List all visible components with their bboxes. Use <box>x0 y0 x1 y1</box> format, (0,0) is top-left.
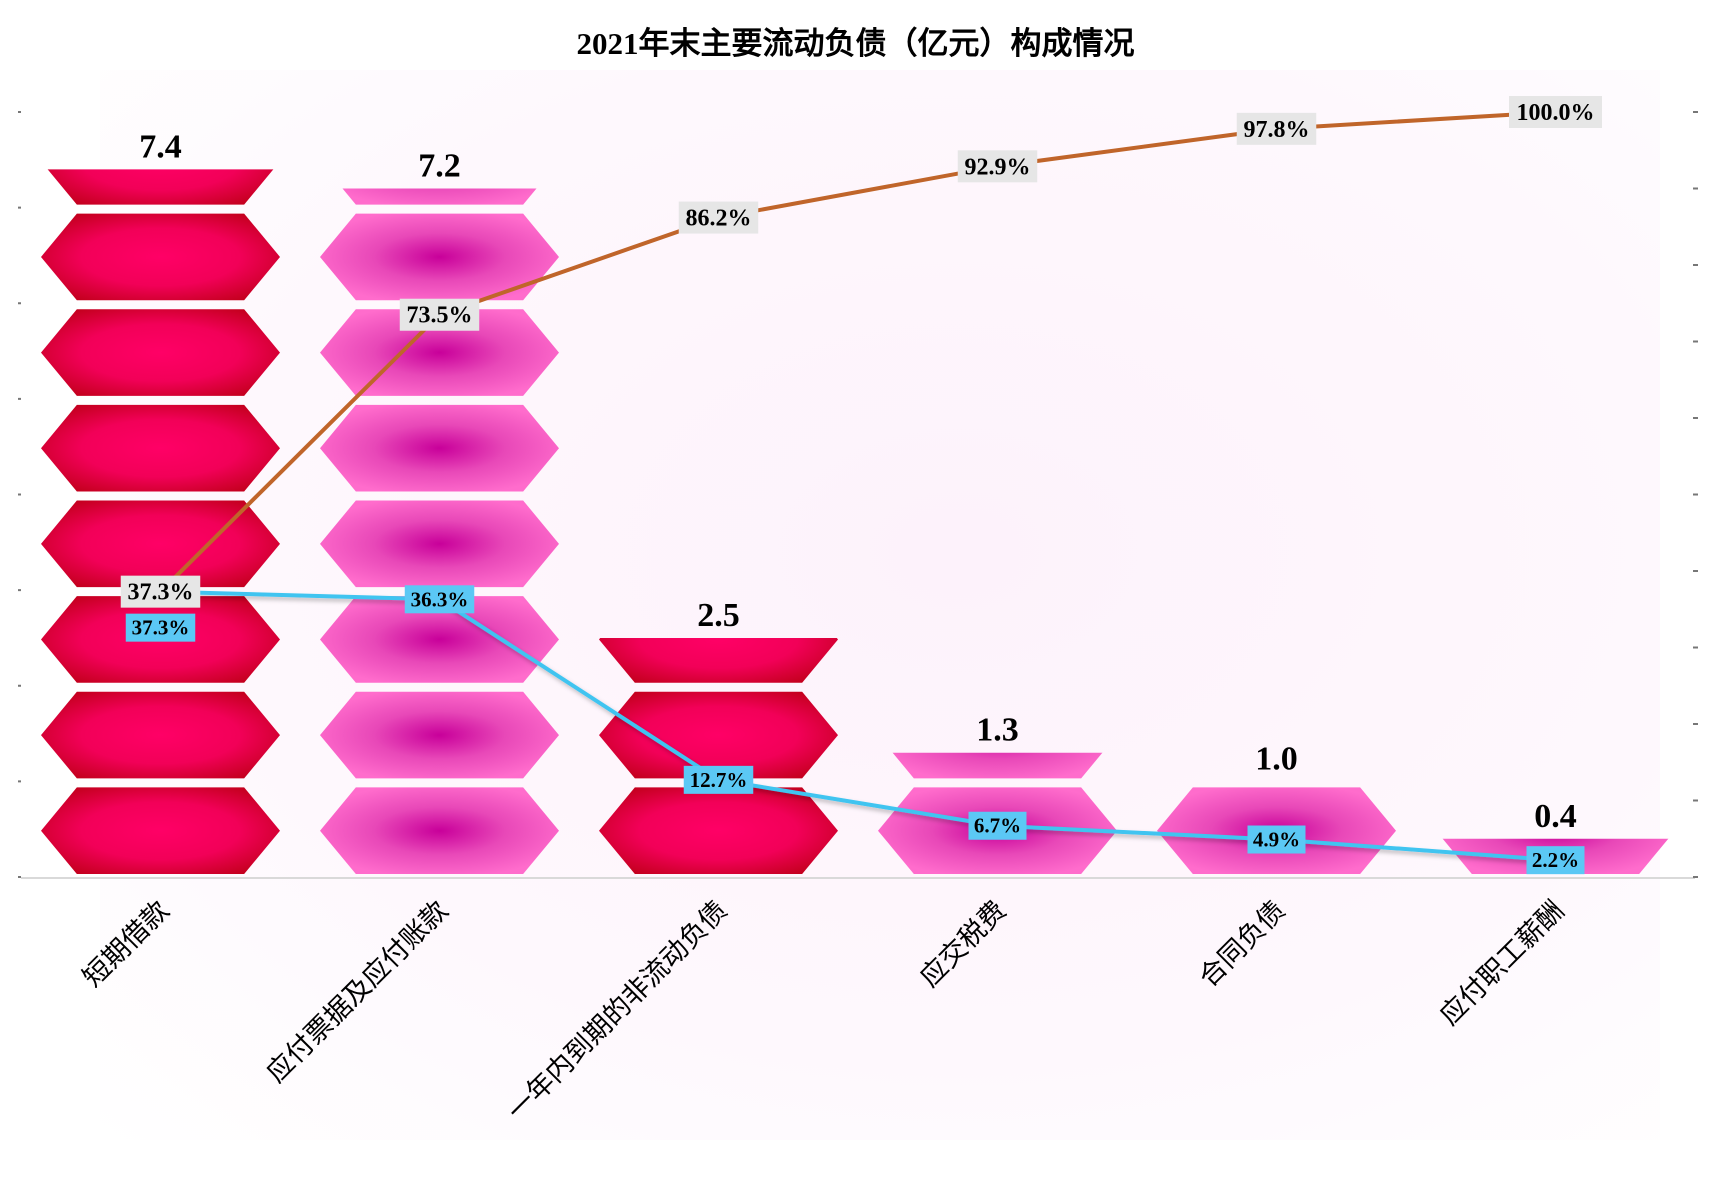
y-axis-tick <box>18 302 21 305</box>
bar-segment <box>320 404 559 492</box>
y2-axis-tick <box>1693 111 1698 113</box>
y-axis-tick <box>18 684 21 687</box>
label-box <box>968 811 1027 840</box>
bar-segment <box>47 169 274 205</box>
y-axis-tick <box>18 876 21 878</box>
bar-segment <box>320 213 559 301</box>
bar-segment <box>41 500 280 588</box>
share-data-label: 37.3% <box>125 613 196 642</box>
cumulative-line <box>159 110 1556 594</box>
label-text: 97.8% <box>1244 117 1310 143</box>
bar-segment <box>320 596 559 683</box>
label-text: 12.7% <box>690 768 748 792</box>
label-text: 73.5% <box>407 303 473 329</box>
y2-axis-tick <box>1693 723 1698 725</box>
label-text: 92.9% <box>965 154 1031 180</box>
y-axis-tick <box>18 397 21 400</box>
label-text: 6.7% <box>974 814 1021 838</box>
bar-segment <box>41 213 280 301</box>
x-tick-label: 应交税费 <box>914 895 1012 993</box>
bar-value-label: 1.3 <box>976 712 1019 749</box>
bar-segment <box>320 787 559 874</box>
bar-segment <box>892 752 1103 779</box>
label-box <box>125 613 196 642</box>
label-box <box>1236 112 1317 145</box>
y2-axis-tick <box>1693 187 1698 190</box>
y-axis-tick <box>18 589 21 592</box>
x-tick-label: 一年内到期的非流动负债 <box>502 895 733 1126</box>
label-box <box>1526 846 1585 875</box>
share-data-label: 4.9% <box>1247 825 1306 854</box>
y2-axis-tick <box>1693 876 1698 878</box>
share-data-label: 12.7% <box>683 765 754 794</box>
y2-axis-tick <box>1693 570 1698 572</box>
x-tick-label: 合同负债 <box>1193 895 1291 993</box>
label-text: 37.3% <box>128 580 194 606</box>
bar-value-label: 1.0 <box>1255 740 1298 777</box>
bar <box>599 637 838 874</box>
share-data-label: 6.7% <box>968 811 1027 840</box>
label-box <box>120 575 201 608</box>
y-axis-tick <box>18 206 21 209</box>
label-box <box>957 150 1038 183</box>
bar-segment <box>599 787 838 874</box>
bar-segment <box>320 691 559 779</box>
cumulative-data-label: 86.2% <box>678 201 759 234</box>
label-text: 86.2% <box>686 206 752 232</box>
bar-segment <box>342 188 537 205</box>
cumulative-data-label: 92.9% <box>957 150 1038 183</box>
bar-value-label: 7.2 <box>418 148 461 185</box>
bar-segment <box>320 500 559 588</box>
bar-segment <box>599 691 838 779</box>
label-text: 37.3% <box>132 616 190 640</box>
label-box <box>678 201 759 234</box>
cumulative-data-label: 100.0% <box>1509 96 1602 128</box>
x-tick-label: 应付票据及应付账款 <box>261 895 454 1088</box>
chart-title: 2021年末主要流动负债（亿元）构成情况 <box>576 26 1135 61</box>
y2-axis-tick <box>1693 493 1698 496</box>
y2-axis-tick <box>1693 417 1698 419</box>
label-box <box>1509 96 1602 128</box>
label-box <box>683 765 754 794</box>
y2-axis-tick <box>1693 264 1698 266</box>
bar-value-label: 0.4 <box>1534 798 1577 835</box>
label-box <box>1247 825 1306 854</box>
y2-axis-tick <box>1693 799 1698 802</box>
bar <box>320 188 559 874</box>
bar-value-label: 2.5 <box>697 597 740 634</box>
label-text: 36.3% <box>411 587 469 611</box>
y2-axis-tick <box>1693 646 1698 649</box>
bar-segment <box>599 637 838 683</box>
y-axis-tick <box>18 111 21 113</box>
bar-segment <box>41 691 280 779</box>
x-tick-label: 短期借款 <box>77 895 175 993</box>
y2-axis-tick <box>1693 340 1698 343</box>
y-axis-tick <box>18 493 21 496</box>
label-text: 2.2% <box>1532 848 1579 872</box>
bar-segment <box>41 787 280 874</box>
bar-value-label: 7.4 <box>139 128 182 165</box>
share-data-label: 36.3% <box>404 585 475 614</box>
label-text: 4.9% <box>1253 828 1300 852</box>
share-line <box>160 589 1556 863</box>
cumulative-data-label: 37.3% <box>120 575 201 608</box>
y-axis-tick <box>18 780 21 783</box>
x-tick-label: 应付职工薪酬 <box>1434 895 1570 1031</box>
bar-segment <box>41 404 280 492</box>
label-box <box>399 298 480 331</box>
label-text: 100.0% <box>1517 100 1595 126</box>
cumulative-data-label: 97.8% <box>1236 112 1317 145</box>
cumulative-data-label: 73.5% <box>399 298 480 331</box>
bar <box>41 169 280 874</box>
label-box <box>404 585 475 614</box>
bar-segment <box>41 309 280 396</box>
share-data-label: 2.2% <box>1526 846 1585 875</box>
